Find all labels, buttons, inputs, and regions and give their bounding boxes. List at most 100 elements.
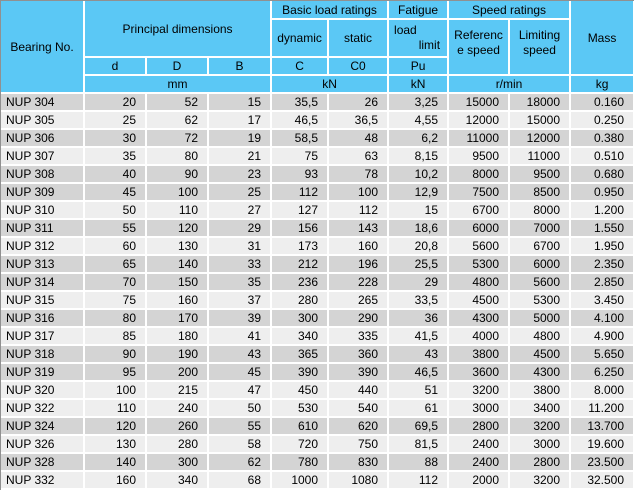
col-header-reference-speed: Referenc e speed (449, 20, 511, 76)
cell-bearing: NUP 310 (1, 202, 85, 220)
cell-B: 33 (209, 256, 273, 274)
cell-D: 190 (147, 346, 209, 364)
cell-lim: 3200 (510, 472, 572, 490)
cell-bearing: NUP 305 (1, 112, 85, 130)
cell-ref: 6700 (449, 202, 511, 220)
cell-ref: 3600 (449, 364, 511, 382)
table-row: NUP 322 110 240 50 530 540 61 3000 3400 11.200 (1, 400, 634, 418)
cell-Pu: 41,5 (389, 328, 450, 346)
cell-bearing: NUP 326 (1, 436, 85, 454)
cell-d: 160 (85, 472, 147, 490)
cell-ref: 11000 (449, 130, 511, 148)
cell-d: 60 (85, 238, 147, 256)
cell-d: 50 (85, 202, 147, 220)
cell-d: 40 (85, 166, 147, 184)
cell-mass: 2.850 (571, 274, 634, 292)
cell-B: 47 (209, 382, 273, 400)
cell-D: 300 (147, 454, 209, 472)
cell-bearing: NUP 328 (1, 454, 85, 472)
cell-B: 62 (209, 454, 273, 472)
cell-lim: 18000 (510, 94, 572, 112)
cell-C: 1000 (272, 472, 330, 490)
cell-ref: 5600 (449, 238, 511, 256)
cell-d: 140 (85, 454, 147, 472)
cell-C: 58,5 (272, 130, 330, 148)
cell-mass: 1.950 (571, 238, 634, 256)
cell-B: 23 (209, 166, 273, 184)
col-header-C: C (272, 58, 330, 76)
cell-C: 450 (272, 382, 330, 400)
cell-Pu: 81,5 (389, 436, 450, 454)
cell-C0: 750 (329, 436, 390, 454)
table-row: NUP 326 130 280 58 720 750 81,5 2400 3000 19.600 (1, 436, 634, 454)
cell-B: 45 (209, 364, 273, 382)
cell-C: 173 (272, 238, 330, 256)
cell-lim: 5000 (510, 310, 572, 328)
cell-C0: 830 (329, 454, 390, 472)
cell-C: 75 (272, 148, 330, 166)
cell-C: 720 (272, 436, 330, 454)
cell-bearing: NUP 306 (1, 130, 85, 148)
cell-Pu: 6,2 (389, 130, 450, 148)
table-row: NUP 308 40 90 23 93 78 10,2 8000 9500 0.680 (1, 166, 634, 184)
cell-mass: 4.900 (571, 328, 634, 346)
cell-D: 260 (147, 418, 209, 436)
cell-D: 340 (147, 472, 209, 490)
cell-C: 35,5 (272, 94, 330, 112)
cell-mass: 13.700 (571, 418, 634, 436)
cell-mass: 4.100 (571, 310, 634, 328)
cell-C: 610 (272, 418, 330, 436)
table-row: NUP 310 50 110 27 127 112 15 6700 8000 1.200 (1, 202, 634, 220)
cell-d: 65 (85, 256, 147, 274)
cell-d: 120 (85, 418, 147, 436)
reference-speed-line2: e speed (457, 43, 500, 57)
cell-mass: 3.450 (571, 292, 634, 310)
cell-lim: 6700 (510, 238, 572, 256)
cell-Pu: 51 (389, 382, 450, 400)
table-row: NUP 332 160 340 68 1000 1080 112 2000 3200 32.500 (1, 472, 634, 490)
cell-C: 390 (272, 364, 330, 382)
cell-lim: 4800 (510, 328, 572, 346)
cell-Pu: 61 (389, 400, 450, 418)
cell-D: 52 (147, 94, 209, 112)
cell-ref: 4300 (449, 310, 511, 328)
cell-d: 25 (85, 112, 147, 130)
cell-D: 62 (147, 112, 209, 130)
cell-ref: 7500 (449, 184, 511, 202)
cell-bearing: NUP 314 (1, 274, 85, 292)
unit-mm: mm (85, 76, 273, 94)
cell-mass: 8.000 (571, 382, 634, 400)
cell-Pu: 3,25 (389, 94, 450, 112)
cell-D: 140 (147, 256, 209, 274)
cell-lim: 9500 (510, 166, 572, 184)
cell-Pu: 88 (389, 454, 450, 472)
table-row: NUP 314 70 150 35 236 228 29 4800 5600 2.850 (1, 274, 634, 292)
cell-C0: 265 (329, 292, 390, 310)
cell-lim: 5300 (510, 292, 572, 310)
cell-bearing: NUP 318 (1, 346, 85, 364)
cell-d: 70 (85, 274, 147, 292)
cell-C: 280 (272, 292, 330, 310)
cell-d: 30 (85, 130, 147, 148)
cell-D: 215 (147, 382, 209, 400)
col-header-Pu: Pu (389, 58, 450, 76)
col-header-D: D (147, 58, 209, 76)
cell-d: 130 (85, 436, 147, 454)
cell-D: 200 (147, 364, 209, 382)
table-row: NUP 309 45 100 25 112 100 12,9 7500 8500 0.950 (1, 184, 634, 202)
unit-rmin: r/min (449, 76, 572, 94)
cell-B: 19 (209, 130, 273, 148)
table-row: NUP 312 60 130 31 173 160 20,8 5600 6700 1.950 (1, 238, 634, 256)
cell-C0: 335 (329, 328, 390, 346)
cell-lim: 6000 (510, 256, 572, 274)
cell-d: 95 (85, 364, 147, 382)
cell-lim: 15000 (510, 112, 572, 130)
cell-C0: 1080 (329, 472, 390, 490)
cell-C: 300 (272, 310, 330, 328)
cell-mass: 2.350 (571, 256, 634, 274)
col-header-basic-load-ratings: Basic load ratings (272, 1, 390, 20)
table-row: NUP 328 140 300 62 780 830 88 2400 2800 23.500 (1, 454, 634, 472)
cell-bearing: NUP 304 (1, 94, 85, 112)
cell-mass: 0.680 (571, 166, 634, 184)
table-header: Bearing No. Principal dimensions Basic l… (1, 1, 634, 94)
